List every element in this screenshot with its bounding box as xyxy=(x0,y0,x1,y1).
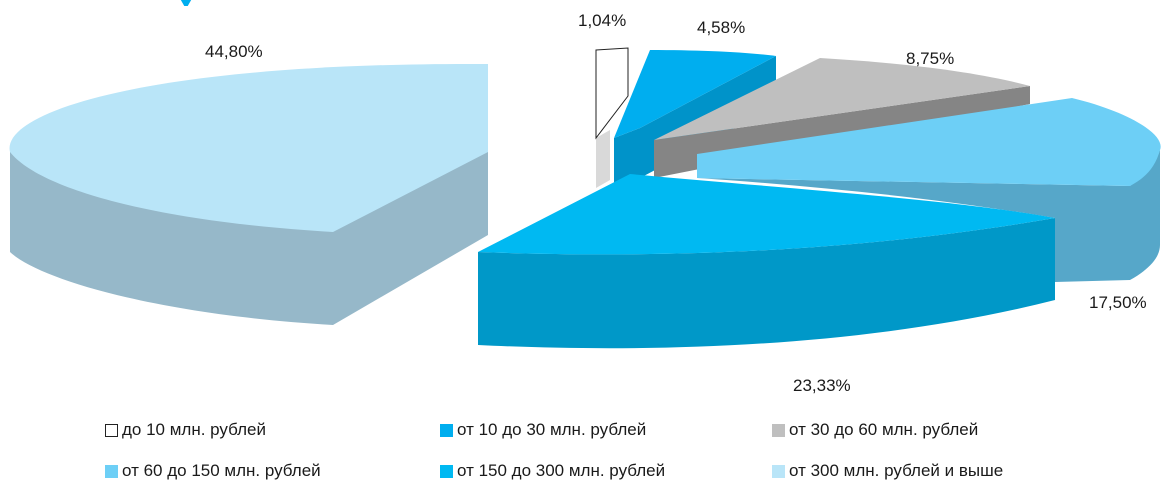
slice-60-150-top xyxy=(697,98,1161,186)
slice-up-to-10-top xyxy=(595,47,629,140)
slice-up-to-10 xyxy=(595,47,629,188)
label-up-to-10: 1,04% xyxy=(578,11,626,30)
slice-150-300 xyxy=(478,174,1055,349)
slice-10-30-top xyxy=(614,50,776,138)
slice-from-300 xyxy=(9,63,488,325)
label-10-30: 4,58% xyxy=(697,18,745,37)
label-from-300: 44,80% xyxy=(205,42,263,61)
label-60-150: 17,50% xyxy=(1089,293,1147,312)
slice-150-300-top xyxy=(478,174,1055,255)
slice-10-30-side xyxy=(614,128,640,188)
slice-60-150 xyxy=(697,98,1161,282)
title-fragment xyxy=(168,0,208,10)
label-150-300: 23,33% xyxy=(793,376,851,395)
slice-150-300-side xyxy=(478,218,1055,349)
slice-30-60-top xyxy=(654,58,1030,140)
slice-60-150-side xyxy=(697,178,1130,282)
slice-up-to-10-side xyxy=(596,130,610,188)
slice-from-300-top xyxy=(9,63,488,232)
label-30-60: 8,75% xyxy=(906,49,954,68)
